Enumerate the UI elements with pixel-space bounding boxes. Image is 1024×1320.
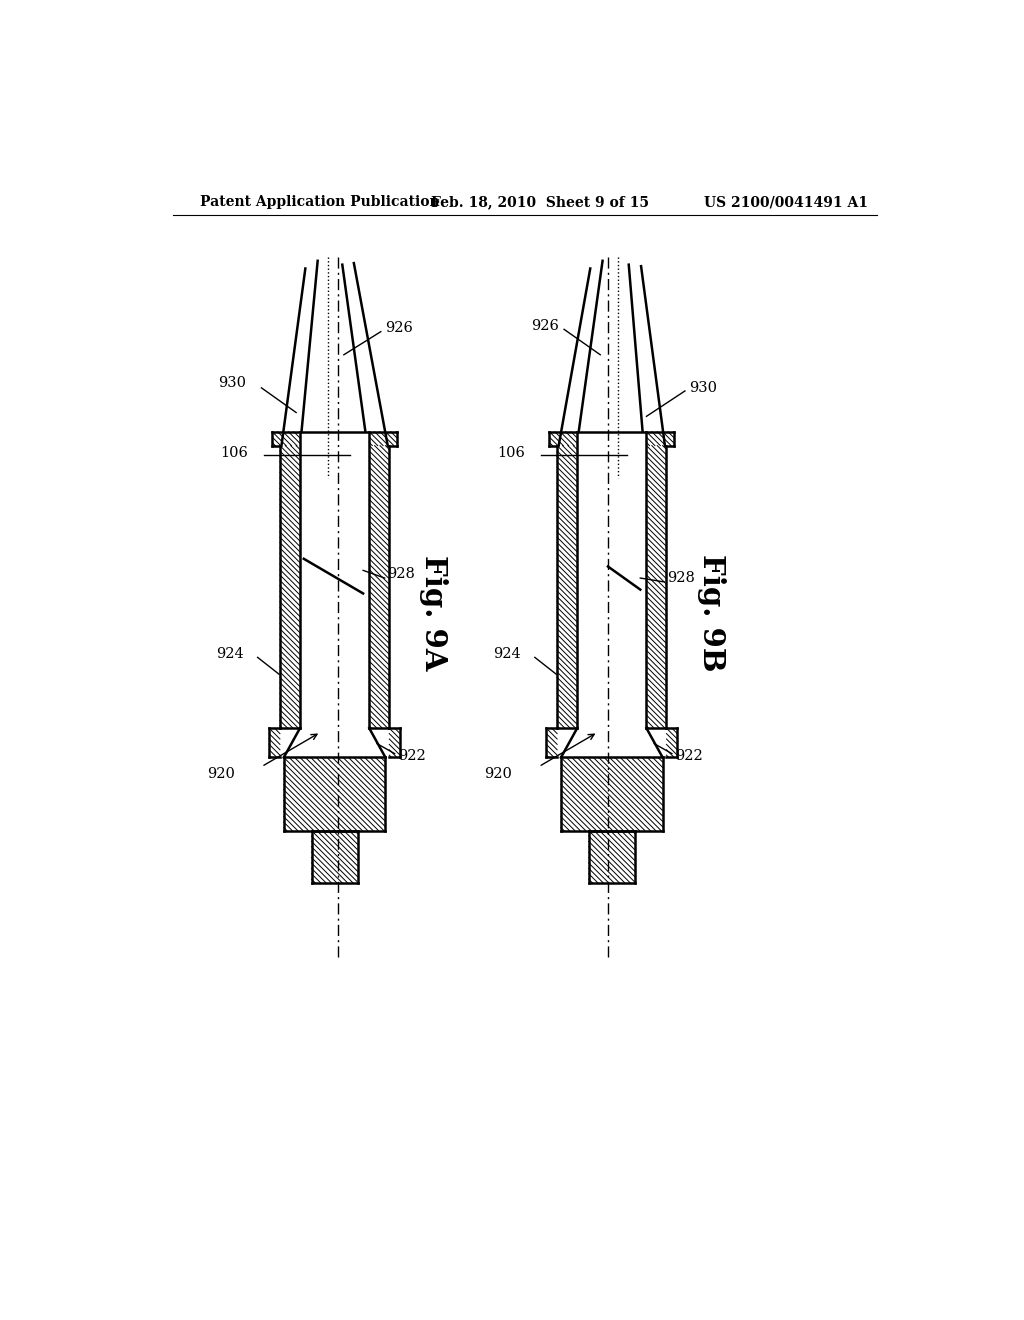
- Text: Fig. 9B: Fig. 9B: [696, 554, 726, 672]
- Text: 920: 920: [483, 767, 512, 781]
- Text: 106: 106: [220, 446, 249, 459]
- Text: Fig. 9A: Fig. 9A: [419, 554, 449, 671]
- Text: 924: 924: [216, 647, 244, 660]
- Text: 924: 924: [494, 647, 521, 660]
- Text: 928: 928: [387, 568, 415, 581]
- Text: 928: 928: [668, 572, 695, 585]
- Text: Patent Application Publication: Patent Application Publication: [200, 195, 439, 210]
- Text: 926: 926: [385, 321, 413, 335]
- Text: 926: 926: [531, 319, 559, 333]
- Text: 930: 930: [218, 376, 246, 391]
- Text: Feb. 18, 2010  Sheet 9 of 15: Feb. 18, 2010 Sheet 9 of 15: [431, 195, 649, 210]
- Text: US 2100/0041491 A1: US 2100/0041491 A1: [705, 195, 868, 210]
- Text: 922: 922: [675, 748, 702, 763]
- Text: 920: 920: [207, 767, 234, 781]
- Text: 922: 922: [397, 748, 426, 763]
- Text: 106: 106: [498, 446, 525, 459]
- Text: 930: 930: [689, 381, 717, 395]
